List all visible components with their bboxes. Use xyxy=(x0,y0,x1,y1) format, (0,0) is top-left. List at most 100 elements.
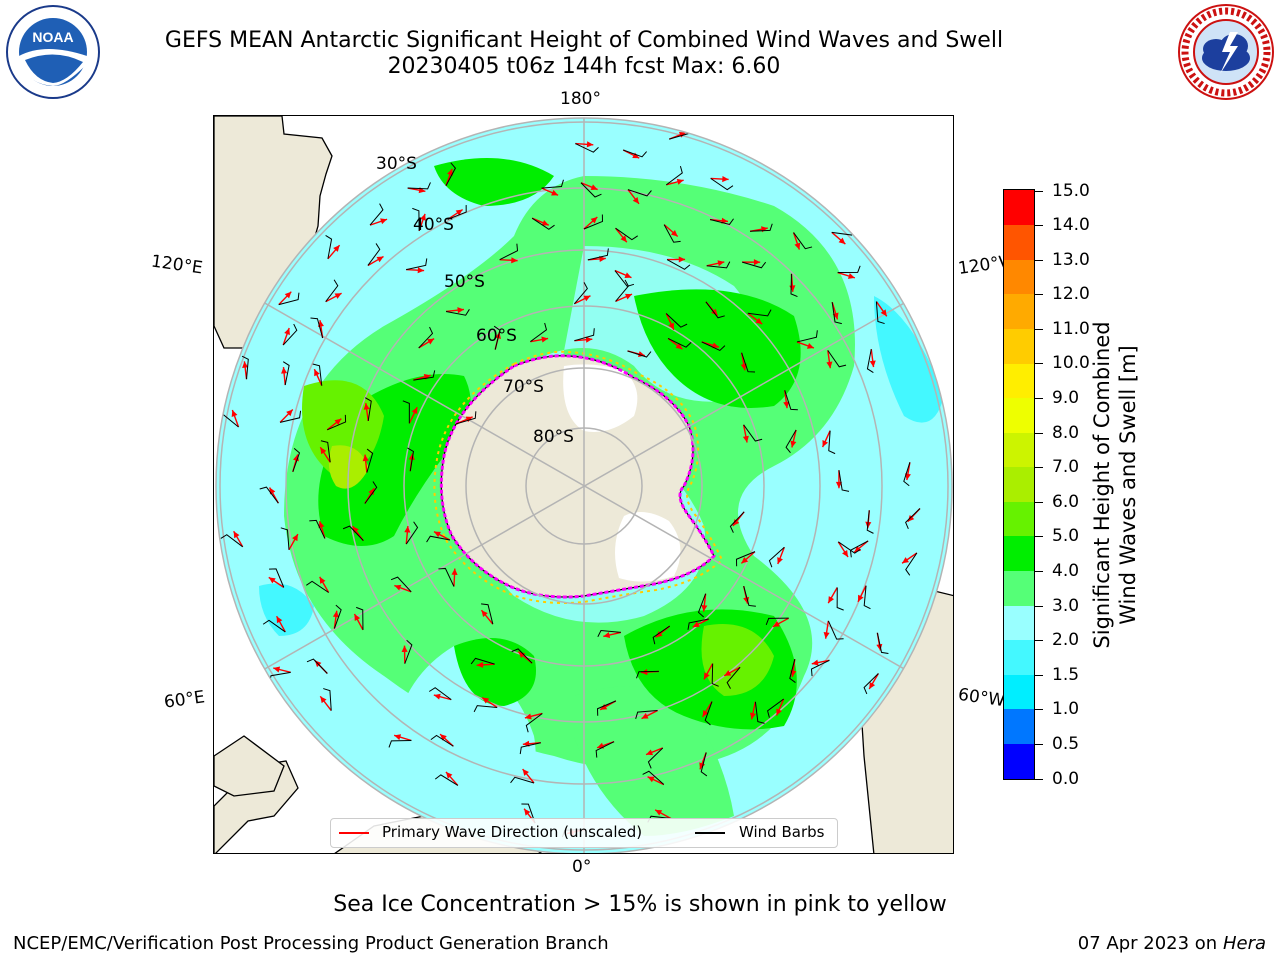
colorbar-segment xyxy=(1004,259,1034,295)
colorbar-tick-label: 5.0 xyxy=(1052,526,1080,547)
wind-barb xyxy=(455,411,477,425)
wind-barb xyxy=(493,325,501,350)
wave-arrow-head xyxy=(320,447,327,455)
wave-arrow-head xyxy=(333,245,340,252)
wind-barb xyxy=(445,309,470,316)
wind-barb xyxy=(665,313,688,328)
wave-arrow-head xyxy=(603,632,611,638)
wind-barb xyxy=(438,567,455,587)
wind-barb xyxy=(573,282,588,305)
wind-barb xyxy=(530,322,548,343)
wave-arrow-head xyxy=(332,610,339,618)
wave-arrow-head xyxy=(806,343,814,349)
wind-barb xyxy=(521,803,536,824)
wind-barb xyxy=(220,534,244,548)
wind-barb xyxy=(735,551,756,567)
wind-barb xyxy=(614,270,635,287)
wave-arrow-head xyxy=(826,361,833,369)
wave-arrow-head xyxy=(783,401,790,409)
colorbar-tick-label: 14.0 xyxy=(1052,215,1090,236)
wave-arrow-head xyxy=(320,696,327,704)
wind-barb xyxy=(388,740,412,748)
lat-label-80s: 80°S xyxy=(533,427,574,447)
colorbar-tick-label: 0.5 xyxy=(1052,733,1080,754)
wave-arrow-head xyxy=(655,809,663,816)
wave-arrow-head xyxy=(440,734,447,741)
wave-arrow-head xyxy=(701,604,708,612)
wind-barb xyxy=(849,540,869,558)
wave-arrow-head xyxy=(268,577,276,584)
colorbar-tick-label: 0.0 xyxy=(1052,768,1080,789)
noaa-logo: NOAA xyxy=(5,4,101,100)
wave-arrow-head xyxy=(869,681,876,689)
colorbar-tick-label: 6.0 xyxy=(1052,491,1080,512)
wave-arrow-head xyxy=(404,526,411,533)
colorbar-segment xyxy=(1004,190,1034,226)
wind-barb xyxy=(635,709,658,719)
wind-barb xyxy=(863,585,871,610)
wave-arrow-head xyxy=(524,713,532,720)
wind-barb xyxy=(796,330,818,343)
wind-barb xyxy=(866,510,874,534)
wind-barb xyxy=(325,279,339,302)
colorbar-segment xyxy=(1004,501,1034,537)
map-title: GEFS MEAN Antarctic Significant Height o… xyxy=(164,28,1004,53)
wave-arrow-head xyxy=(433,531,441,538)
colorbar-tick-label: 12.0 xyxy=(1052,284,1090,305)
lon-label-60w: 60°W xyxy=(956,684,1007,712)
wind-barb xyxy=(765,617,789,626)
colorbar-tick-label: 10.0 xyxy=(1052,353,1090,374)
wind-barb xyxy=(729,511,745,533)
wind-barb xyxy=(430,734,454,747)
wind-barb xyxy=(356,606,364,630)
wave-arrow-head xyxy=(319,576,326,584)
wave-arrow-head xyxy=(447,168,453,176)
wave-arrow-head xyxy=(334,418,342,425)
wind-barb xyxy=(636,670,659,679)
colorbar-segment xyxy=(1004,224,1034,260)
legend-label-wind-barbs: Wind Barbs xyxy=(739,823,825,841)
lon-label-0: 0° xyxy=(572,857,592,877)
wind-barb xyxy=(519,742,541,755)
wind-barb xyxy=(402,400,410,424)
legend-swatch-wave-direction xyxy=(339,832,369,834)
colorbar-segment xyxy=(1004,397,1034,433)
lat-label-60s: 60°S xyxy=(476,326,517,346)
wave-arrow-head xyxy=(722,176,729,183)
footer-date-text: 07 Apr 2023 on xyxy=(1077,933,1223,954)
wind-barb xyxy=(623,149,647,158)
wave-arrow-head xyxy=(417,267,425,274)
wind-barb xyxy=(711,663,719,687)
wind-barb xyxy=(810,659,830,677)
colorbar-segment xyxy=(1004,708,1034,744)
wave-arrow-head xyxy=(794,242,801,250)
wind-barb xyxy=(627,350,652,358)
wave-arrow-head xyxy=(292,534,298,542)
wind-barb xyxy=(647,747,664,769)
wind-barb xyxy=(768,546,785,568)
colorbar-tick-label: 2.0 xyxy=(1052,630,1080,651)
wind-barb xyxy=(280,527,290,550)
wind-barb xyxy=(426,535,451,543)
wind-barb xyxy=(597,630,621,638)
wind-barb xyxy=(784,390,798,411)
wave-arrow-head xyxy=(394,584,402,591)
wave-arrow-head xyxy=(394,734,402,741)
wave-arrow-head xyxy=(724,670,732,676)
wave-arrow-head xyxy=(678,256,686,263)
wind-barb xyxy=(687,618,709,630)
colorbar-tick xyxy=(1035,432,1043,434)
wind-barb xyxy=(706,261,731,269)
wave-arrow-head xyxy=(482,697,490,704)
wave-arrow-head xyxy=(481,610,488,618)
wind-barb xyxy=(473,705,498,713)
lat-label-70s: 70°S xyxy=(503,377,544,397)
wave-arrow-head xyxy=(904,473,911,481)
wind-barb xyxy=(369,203,384,226)
wave-arrow-head xyxy=(286,409,293,417)
wave-arrow-head xyxy=(465,416,473,423)
map-edge xyxy=(215,117,953,853)
colorbar-tick-label: 1.0 xyxy=(1052,699,1080,720)
wave-arrow-head xyxy=(865,521,872,529)
map-subtitle: 20230405 t06z 144h fcst Max: 6.60 xyxy=(387,54,781,79)
